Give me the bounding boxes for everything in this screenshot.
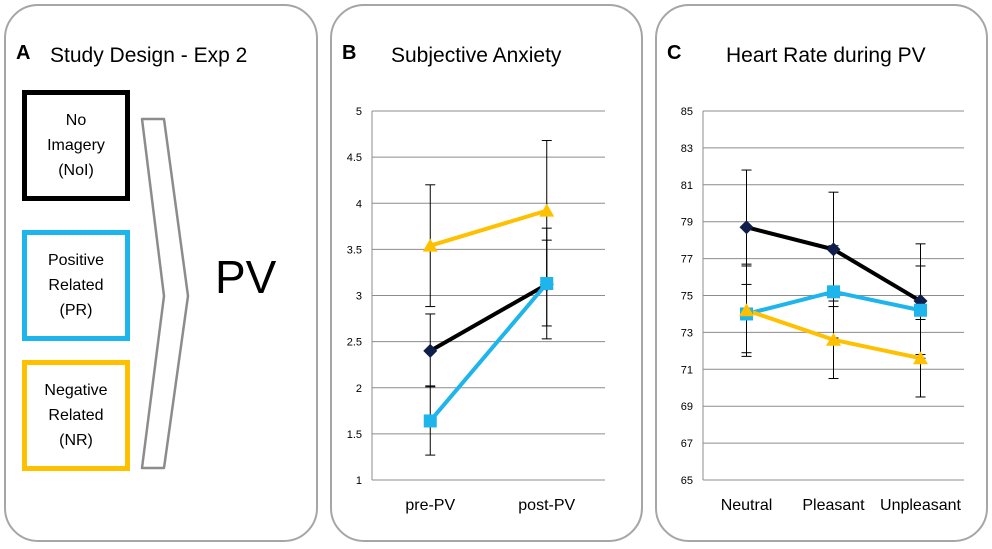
- data-point-pr: [827, 285, 840, 299]
- condition-nr-line-3: (NR): [59, 432, 93, 449]
- condition-pr-line-1: Positive: [47, 252, 105, 269]
- y-tick-label: 2: [356, 383, 362, 395]
- panel-subjective-anxiety: B Subjective Anxiety 1 1.5 2 2.5 3 3.5 4 4.5 5 pr…: [330, 4, 643, 542]
- data-point-noi: [826, 242, 841, 257]
- series-line-pr: [428, 282, 549, 423]
- y-tick-label: 5: [356, 106, 362, 118]
- data-point-noi: [739, 220, 754, 235]
- x-tick-label: Unpleasant: [880, 497, 962, 514]
- data-point-nr: [826, 332, 841, 346]
- data-point-nr: [539, 203, 555, 217]
- series-line-nr: [429, 208, 548, 248]
- data-point-pr: [423, 414, 437, 428]
- panel-a-label: A: [16, 42, 31, 64]
- x-tick-label: Neutral: [721, 497, 773, 514]
- x-tick-label: Pleasant: [802, 497, 865, 514]
- condition-noi-line-1: No: [65, 112, 87, 129]
- condition-pr-line-3: (PR): [59, 302, 93, 319]
- y-tick-label: 4: [356, 198, 362, 210]
- condition-nr-line-2: Related: [48, 407, 104, 424]
- y-tick-label: 85: [681, 106, 693, 118]
- condition-pr-line-2: Related: [48, 277, 104, 294]
- y-tick-label: 81: [681, 180, 693, 192]
- y-tick-label: 71: [681, 364, 693, 376]
- condition-box-nr: Negative Related (NR): [22, 360, 130, 471]
- y-tick-label: 83: [681, 143, 693, 155]
- y-tick-label: 4.5: [347, 152, 362, 164]
- x-tick-label: post-PV: [518, 497, 575, 514]
- y-tick-label: 65: [681, 475, 693, 487]
- condition-noi-line-3: (NoI): [58, 162, 94, 179]
- panel-heart-rate: C Heart Rate during PV 65 67 69 71 73 75 77 79 8…: [655, 4, 988, 542]
- y-tick-label: 3.5: [347, 244, 362, 256]
- y-tick-label: 67: [681, 438, 693, 450]
- y-tick-label: 2.5: [347, 337, 362, 349]
- data-point-nr: [422, 238, 438, 252]
- condition-box-pr: Positive Related (PR): [22, 230, 130, 341]
- y-tick-label: 75: [681, 291, 693, 303]
- y-tick-label: 3: [356, 291, 362, 303]
- y-tick-label: 69: [681, 401, 693, 413]
- panel-c-label: C: [667, 42, 682, 64]
- panel-c-title: Heart Rate during PV: [726, 44, 926, 67]
- y-tick-label: 79: [681, 217, 693, 229]
- panel-b-title: Subjective Anxiety: [391, 44, 562, 67]
- y-tick-label: 1.5: [347, 429, 362, 441]
- chart-subjective-anxiety: 1 1.5 2 2.5 3 3.5 4 4.5 5 pre-PV post-PV: [347, 106, 605, 514]
- data-point-pr: [540, 277, 554, 291]
- y-tick-label: 77: [681, 254, 693, 266]
- chart-heart-rate: 65 67 69 71 73 75 77 79 81 83 85 Neutral Pleasant Unp…: [681, 106, 964, 514]
- y-tick-label: 1: [356, 475, 362, 487]
- data-point-pr: [914, 303, 927, 317]
- condition-nr-line-1: Negative: [44, 382, 108, 399]
- panel-study-design: A Study Design - Exp 2 No Imagery (NoI) …: [4, 4, 318, 542]
- data-point-nr: [913, 351, 928, 365]
- condition-box-noi: No Imagery (NoI): [22, 90, 130, 201]
- panel-b-label: B: [342, 42, 357, 64]
- data-point-noi: [423, 343, 438, 358]
- outcome-pv-label: PV: [215, 251, 277, 303]
- panel-a-title: Study Design - Exp 2: [50, 44, 248, 67]
- data-point-nr: [739, 303, 754, 317]
- x-tick-label: pre-PV: [405, 497, 455, 514]
- chevron-arrow-icon: [140, 117, 190, 470]
- condition-noi-line-2: Imagery: [47, 137, 105, 154]
- series-line-noi: [429, 282, 548, 353]
- chevron-arrow-svg: [140, 117, 190, 470]
- y-tick-label: 73: [681, 327, 693, 339]
